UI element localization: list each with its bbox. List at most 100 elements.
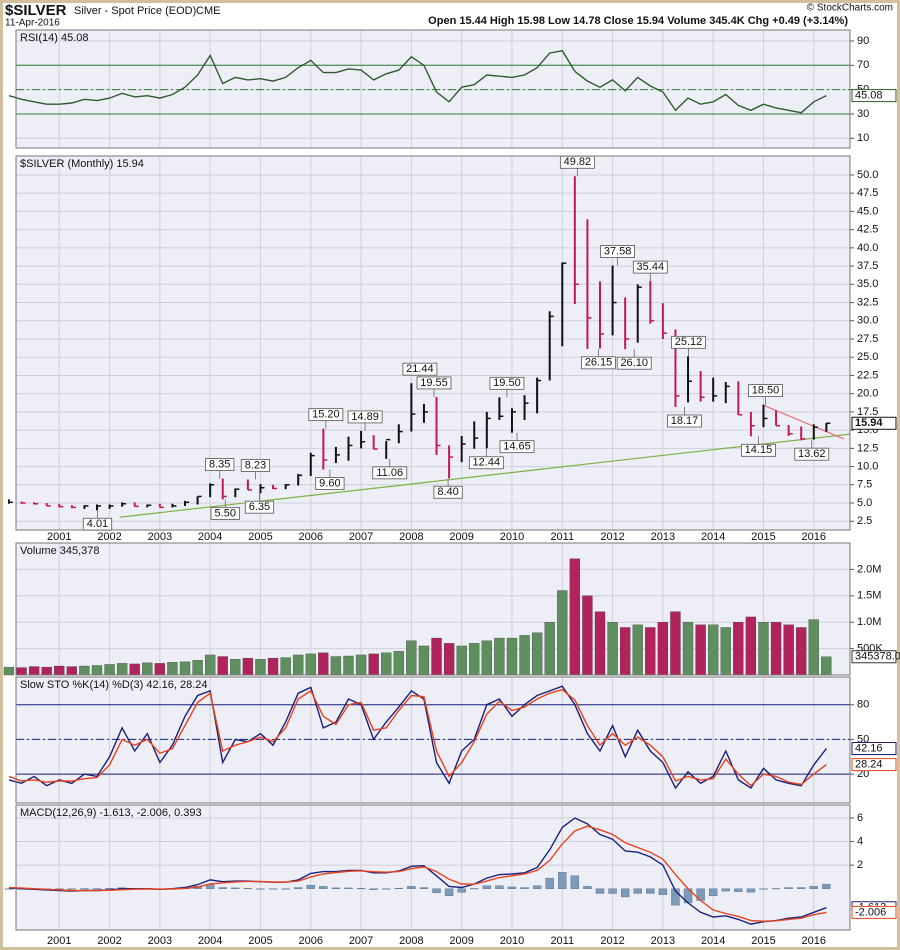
annotation-label: 26.10	[620, 357, 648, 369]
volume-bar	[469, 643, 480, 676]
volume-bar	[267, 657, 279, 676]
volume-bar	[720, 627, 731, 676]
panel	[15, 676, 851, 804]
value-label: -2.006	[855, 906, 886, 918]
volume-bar	[217, 656, 228, 676]
histogram-bar	[80, 888, 89, 890]
x-tick-label: 2007	[349, 531, 373, 543]
annotation-label: 8.35	[209, 459, 230, 471]
annotation-box	[468, 456, 504, 470]
y-tick-label: 50.0	[857, 169, 878, 181]
annotation-box	[499, 440, 535, 454]
annotation-label: 37.58	[604, 245, 632, 257]
value-label: 28.24	[855, 758, 883, 770]
annotation-box	[748, 384, 783, 398]
volume-bar	[66, 666, 77, 676]
annotation-label: 12.44	[473, 457, 501, 469]
volume-bar	[821, 656, 832, 676]
annotation-label: 13.62	[798, 448, 826, 460]
y-tick-label: 5.0	[857, 497, 872, 509]
volume-bar	[620, 627, 631, 676]
exchange: CME	[196, 5, 220, 17]
y-tick-label: 2.5	[857, 515, 872, 527]
histogram-bar	[470, 888, 479, 890]
histogram-bar	[620, 888, 630, 898]
histogram-bar	[771, 888, 781, 890]
volume-bar	[506, 637, 518, 676]
volume-bar	[54, 665, 65, 676]
histogram-bar	[407, 886, 416, 889]
x-tick-label: 2006	[299, 935, 323, 947]
histogram-bar	[356, 888, 366, 890]
histogram-bar	[721, 888, 730, 892]
annotation-label: 11.06	[376, 467, 403, 479]
volume-bar	[192, 660, 203, 676]
x-tick-label: 2015	[751, 531, 775, 543]
histogram-bar	[671, 888, 680, 906]
y-tick-label: 70	[857, 59, 869, 71]
volume-bar	[808, 619, 819, 676]
annotation-box	[402, 362, 438, 376]
histogram-bar	[92, 888, 102, 890]
annotation-label: 6.35	[249, 501, 270, 513]
histogram-bar	[268, 888, 278, 890]
annotation-label: 35.44	[637, 261, 665, 273]
panel-title: MACD(12,26,9) -1.613, -2.006, 0.393	[20, 807, 202, 819]
volume-bar	[456, 645, 467, 676]
trendline	[119, 433, 851, 518]
volume-bar	[796, 627, 807, 676]
histogram-bar	[545, 877, 554, 889]
x-tick-label: 2010	[500, 531, 524, 543]
volume-bar	[41, 666, 52, 676]
histogram-bar	[293, 887, 303, 889]
value-box	[851, 650, 897, 664]
volume-bar	[255, 659, 266, 676]
credit: © StockCharts.com	[807, 3, 893, 14]
histogram-bar	[532, 885, 542, 889]
annotation-box	[741, 443, 776, 457]
panel-title: RSI(14) 45.08	[20, 32, 88, 44]
volume-bar	[406, 640, 417, 676]
x-tick-label: 2004	[198, 935, 222, 947]
annotation-label: 25.12	[675, 336, 703, 348]
annotation-box	[347, 410, 383, 424]
annotation-label: 8.40	[437, 486, 458, 498]
panel-border	[15, 676, 851, 804]
histogram-bar	[520, 887, 529, 889]
histogram-bar	[444, 888, 454, 897]
histogram-bar	[822, 883, 831, 889]
histogram-bar	[633, 888, 642, 894]
x-tick-label: 2008	[399, 531, 423, 543]
annotation-label: 14.89	[351, 411, 379, 423]
annotation-label: 18.17	[671, 415, 699, 427]
volume-bar	[519, 635, 530, 676]
volume-bar	[393, 651, 404, 676]
annotation-label: 26.15	[585, 357, 613, 369]
value-box	[851, 905, 897, 919]
x-tick-label: 2001	[47, 935, 71, 947]
volume-bar	[645, 627, 656, 676]
histogram-bar	[105, 888, 114, 890]
x-tick-label: 2015	[751, 935, 775, 947]
histogram-bar	[243, 888, 253, 890]
x-tick-label: 2002	[97, 531, 121, 543]
histogram-bar	[507, 886, 517, 889]
panel-title: $SILVER (Monthly) 15.94	[20, 158, 144, 170]
y-tick-label: 30.0	[857, 315, 878, 327]
annotation-box	[240, 459, 271, 472]
histogram-bar	[432, 888, 441, 894]
volume-bar	[594, 611, 606, 676]
value-box	[851, 741, 897, 755]
y-tick-label: 6	[857, 812, 863, 824]
annotation-box	[616, 356, 652, 370]
annotation-label: 49.82	[564, 156, 592, 168]
x-tick-label: 2014	[701, 935, 725, 947]
volume-bar	[179, 661, 191, 676]
volume-bar	[531, 632, 543, 676]
annotation-box	[205, 458, 235, 472]
histogram-bar	[570, 875, 580, 889]
volume-bar	[293, 654, 304, 676]
series-line	[8, 825, 827, 922]
y-tick-label: 10.0	[857, 460, 878, 472]
